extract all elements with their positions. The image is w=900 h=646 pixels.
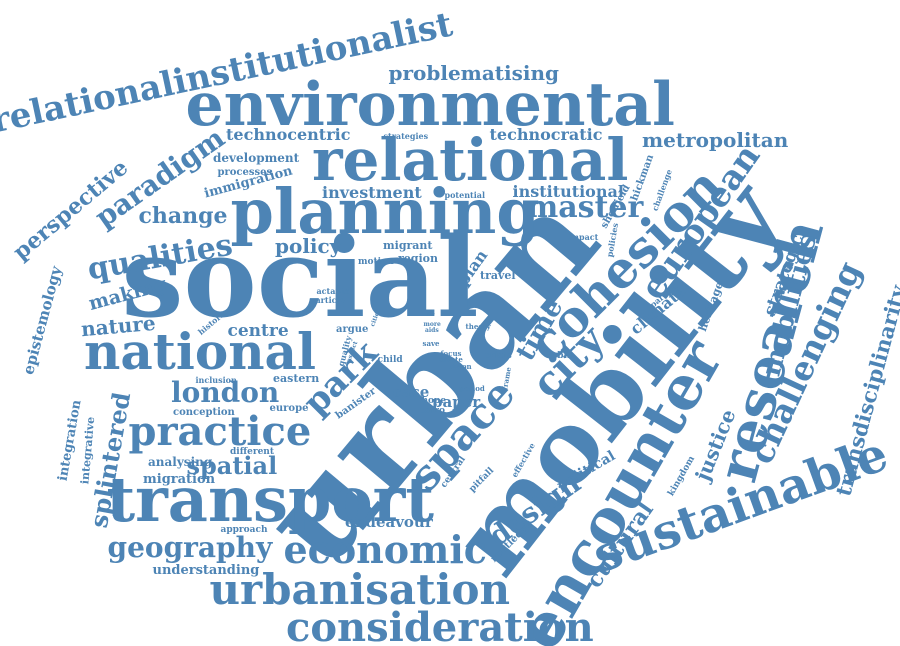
word-eastern: eastern bbox=[273, 371, 320, 385]
word-endeavour: endeavour bbox=[345, 512, 433, 531]
word-problematising: problematising bbox=[388, 61, 560, 85]
word-social: social bbox=[121, 213, 479, 342]
word-technocratic: technocratic bbox=[489, 125, 603, 144]
word-metropolitan: metropolitan bbox=[642, 128, 789, 152]
word-processes: processes bbox=[217, 167, 273, 178]
word-geography: geography bbox=[107, 531, 273, 564]
word-planning: planning bbox=[230, 175, 540, 248]
word-centre: centre bbox=[227, 320, 289, 341]
word-save: save bbox=[422, 338, 440, 348]
word-spatial: spatial bbox=[186, 451, 278, 480]
word-nature: nature bbox=[79, 310, 156, 342]
word-transport: transport bbox=[106, 463, 434, 536]
word-actants: actants bbox=[316, 286, 350, 296]
word-practice: practice bbox=[128, 408, 312, 455]
word-change: change bbox=[138, 203, 228, 229]
word-europe: europe bbox=[269, 403, 309, 414]
word-policy: policy bbox=[275, 234, 342, 258]
word-period: period bbox=[459, 383, 485, 393]
word-consideration: consideration bbox=[286, 604, 594, 646]
word-london: london bbox=[171, 376, 280, 409]
word-institutional: institutional bbox=[512, 182, 624, 201]
word-argue: argue bbox=[336, 324, 369, 335]
word-potential: potential bbox=[444, 190, 486, 200]
word-focus: focus bbox=[440, 348, 462, 358]
word-child: child bbox=[377, 354, 403, 365]
word-aids: aids bbox=[425, 327, 439, 334]
word-urbanisation: urbanisation bbox=[209, 565, 511, 614]
word-crisis: crisis bbox=[484, 350, 512, 361]
word-vision: vision bbox=[448, 361, 472, 371]
word-hope: hope bbox=[421, 395, 447, 406]
word-analysing: analysing bbox=[148, 455, 213, 469]
word-approach: approach bbox=[220, 524, 268, 535]
word-article: article bbox=[315, 295, 345, 305]
word-master: master bbox=[526, 190, 644, 225]
word-our: our bbox=[425, 311, 435, 318]
word-economic: economic bbox=[283, 527, 487, 572]
word-understanding: understanding bbox=[152, 562, 260, 578]
word-robin: robin bbox=[546, 350, 574, 361]
word-development: development bbox=[213, 151, 300, 165]
word-migration: migration bbox=[143, 471, 216, 487]
word-strategies: strategies bbox=[383, 131, 429, 141]
word-paper: paper bbox=[432, 392, 481, 411]
word-national: national bbox=[84, 322, 316, 381]
word-case: case bbox=[392, 382, 430, 401]
word-different: different bbox=[230, 446, 274, 457]
word-motion: motion bbox=[358, 256, 394, 267]
word-investment: investment bbox=[322, 183, 422, 202]
word-inclusion: inclusion bbox=[195, 375, 237, 385]
word-region: region bbox=[398, 251, 438, 265]
word-impact: impact bbox=[567, 232, 599, 242]
word-conception: conception bbox=[173, 407, 235, 418]
word-cairo: cairo bbox=[419, 405, 445, 416]
word-environmental: environmental bbox=[185, 70, 675, 140]
word-more: more bbox=[423, 321, 441, 328]
word-epistemology: epistemology bbox=[18, 263, 65, 377]
word-estate: estate bbox=[439, 354, 463, 364]
word-travel: travel bbox=[480, 268, 516, 282]
word-migrant: migrant bbox=[383, 238, 433, 252]
word-technocentric: technocentric bbox=[226, 125, 351, 144]
word-relational: relational bbox=[312, 126, 629, 194]
word-theory: theory bbox=[465, 321, 491, 331]
